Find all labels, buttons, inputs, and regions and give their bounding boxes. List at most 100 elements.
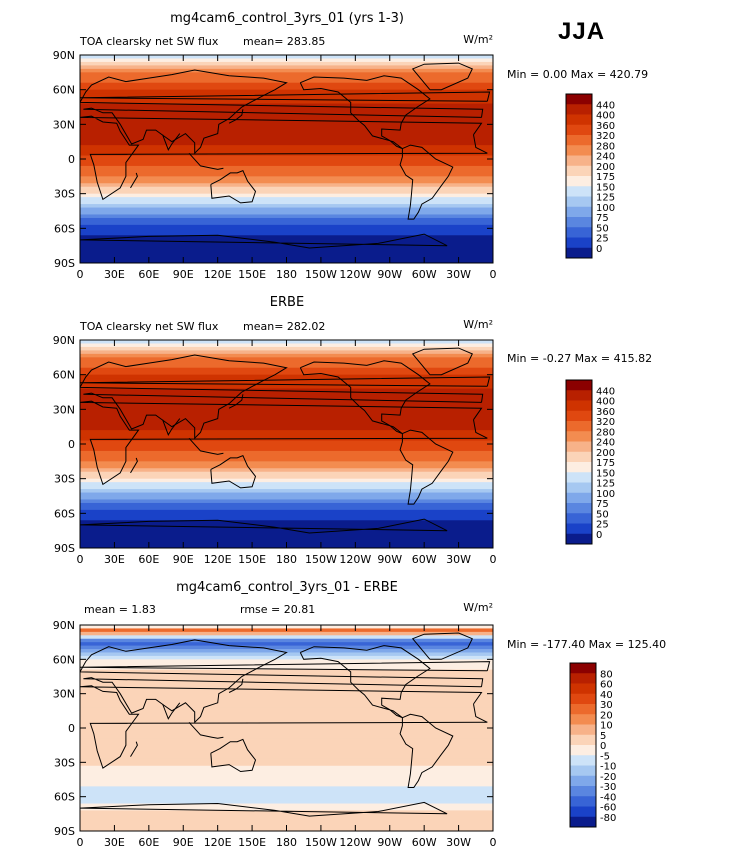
field-band [80, 141, 493, 146]
field-band [80, 679, 493, 684]
field-band [80, 412, 493, 417]
field-band [80, 165, 493, 170]
colorbar-label: 150 [596, 468, 615, 479]
lon-tick-label: 180 [276, 553, 297, 566]
field-band [80, 755, 493, 760]
coastline [80, 354, 484, 440]
field-band [80, 676, 493, 681]
colorbar-box [566, 400, 592, 412]
colorbar-label: 440 [596, 386, 615, 397]
field-label: TOA clearsky net SW flux [79, 35, 219, 48]
lat-tick-label: 90S [54, 257, 75, 270]
field-band [80, 398, 493, 403]
coastline [80, 518, 448, 534]
field-band [80, 89, 493, 94]
colorbar-box [566, 441, 592, 453]
coastline [299, 360, 431, 435]
colorbar-label: 240 [596, 438, 615, 449]
field-band [80, 186, 493, 191]
field-band [80, 162, 493, 167]
field-band [80, 447, 493, 452]
field-band [80, 353, 493, 358]
field-band [80, 221, 493, 226]
lat-tick-label: 90S [54, 825, 75, 838]
field-band [80, 765, 493, 770]
lon-tick-label: 0 [490, 268, 497, 281]
field-band [80, 426, 493, 431]
lon-tick-label: 120W [339, 268, 371, 281]
colorbar-label: 100 [596, 203, 615, 214]
field-band [80, 779, 493, 784]
lon-tick-label: 90W [377, 836, 402, 849]
colorbar-box [566, 165, 592, 177]
lat-tick-label: 90N [53, 619, 75, 632]
field-band [80, 350, 493, 355]
lat-tick-label: 0 [68, 438, 75, 451]
colorbar-label: 60 [600, 680, 613, 691]
field-band [80, 717, 493, 722]
colorbar-box [566, 431, 592, 442]
field-band [80, 817, 493, 822]
colorbar-label: 320 [596, 131, 615, 142]
lon-tick-label: 30W [446, 268, 471, 281]
coastline [80, 91, 491, 102]
lon-tick-label: 120E [204, 836, 232, 849]
field-band [80, 489, 493, 494]
units-label: W/m² [463, 33, 493, 46]
lat-tick-label: 30N [53, 403, 75, 416]
field-band [80, 509, 493, 514]
lon-tick-label: 150E [238, 836, 266, 849]
colorbar-label: 125 [596, 193, 615, 204]
colorbar-box [566, 114, 592, 126]
colorbar-box [566, 462, 592, 473]
lat-tick-label: 0 [68, 153, 75, 166]
colorbar-box [570, 786, 596, 797]
coastline [188, 152, 224, 170]
field-band [80, 214, 493, 219]
colorbar-box [566, 492, 592, 504]
coastline [210, 454, 257, 489]
field-band [80, 402, 493, 407]
lat-tick-label: 60N [53, 369, 75, 382]
panel-2: ERBE TOA clearsky net SW flux mean= 282.02… [53, 295, 652, 566]
field-band [80, 68, 493, 73]
panel-title: mg4cam6_control_3yrs_01 - ERBE [176, 580, 398, 595]
lat-tick-label: 30S [54, 756, 75, 769]
field-band [80, 693, 493, 698]
lon-tick-label: 0 [490, 553, 497, 566]
lat-tick-label: 60N [53, 84, 75, 97]
lon-tick-label: 30E [104, 836, 125, 849]
field-band [80, 734, 493, 739]
field-band [80, 392, 493, 397]
colorbar-box [570, 714, 596, 725]
lat-tick-label: 30N [53, 118, 75, 131]
colorbar-label: 80 [600, 669, 613, 680]
field-band [80, 666, 493, 671]
field-band [80, 357, 493, 362]
field-band [80, 738, 493, 743]
field-band [80, 782, 493, 787]
season-label: JJA [558, 18, 606, 45]
coastline [228, 109, 244, 124]
coastline [188, 721, 224, 739]
field-band [80, 86, 493, 91]
field-band [80, 190, 493, 195]
lon-tick-label: 90W [377, 553, 402, 566]
coastline [299, 645, 431, 719]
minmax-label: Min = -0.27 Max = 415.82 [507, 352, 652, 365]
coastline [80, 233, 448, 249]
colorbar-label: 30 [600, 700, 613, 711]
lon-tick-label: 150E [238, 268, 266, 281]
field-band [80, 690, 493, 695]
field-band [80, 72, 493, 77]
colorbar-label: 25 [596, 520, 609, 531]
panel-title: ERBE [270, 295, 304, 310]
colorbar-frame [569, 662, 597, 828]
field-band [80, 454, 493, 459]
coastline [80, 639, 484, 724]
field-band [80, 183, 493, 188]
colorbar-box [570, 755, 596, 766]
field-band [80, 485, 493, 490]
field-band [80, 502, 493, 507]
mean-label: mean= 282.02 [243, 320, 325, 333]
